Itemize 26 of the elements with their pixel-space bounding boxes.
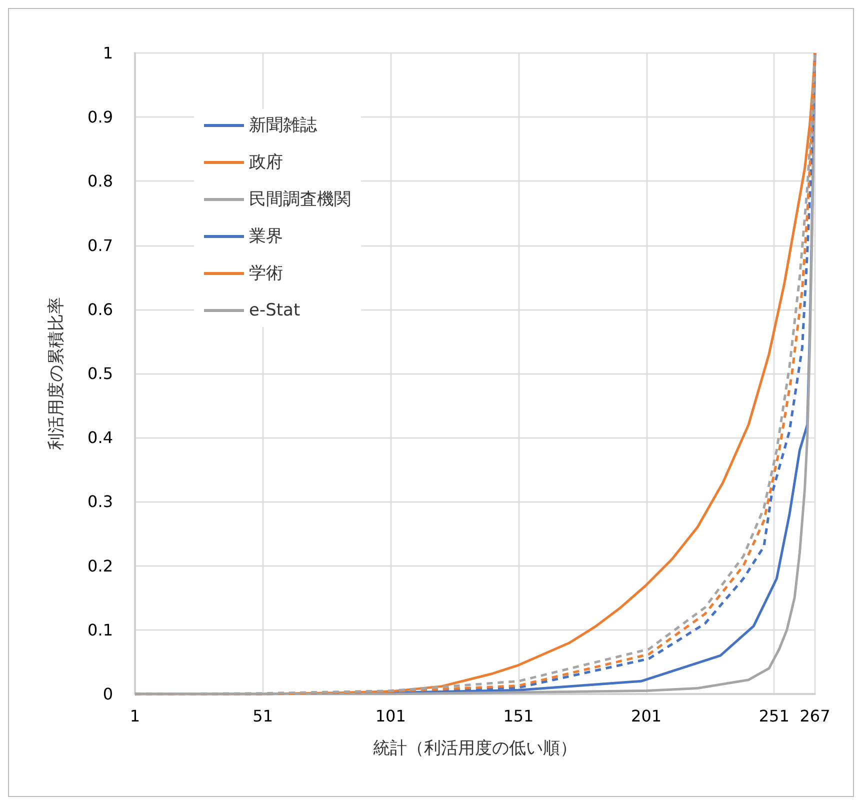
legend-label: 新聞雑誌 [249, 116, 317, 136]
y-axis-title: 利活用度の累積比率 [46, 297, 66, 450]
x-tick-label: 251 [758, 706, 790, 726]
y-tick-label: 0.2 [88, 556, 113, 576]
legend-label: 民間調査機関 [249, 190, 351, 210]
y-tick-label: 0.8 [88, 172, 113, 191]
y-tick-label: 1 [102, 44, 113, 62]
y-tick-label: 0.7 [88, 236, 113, 255]
x-tick-label: 267 [800, 706, 830, 726]
y-tick-label: 0.1 [88, 620, 113, 640]
y-tick-label: 0.6 [88, 300, 113, 319]
x-tick-label: 101 [375, 706, 406, 726]
legend-label: e-Stat [249, 300, 300, 320]
y-tick-label: 0.9 [88, 108, 113, 127]
y-tick-label: 0.4 [88, 428, 113, 448]
legend-label: 業界 [249, 226, 283, 246]
y-tick-label: 0.5 [88, 364, 113, 383]
x-axis-title: 統計（利活用度の低い順） [373, 738, 577, 758]
x-tick-label: 51 [252, 706, 273, 726]
y-tick-label: 0.3 [88, 492, 113, 512]
legend-label: 学術 [249, 264, 283, 284]
x-tick-label: 151 [503, 706, 534, 726]
legend-label: 政府 [249, 152, 283, 172]
x-tick-label: 201 [631, 706, 662, 726]
y-tick-label: 0 [102, 684, 113, 704]
x-tick-label: 1 [130, 706, 140, 726]
